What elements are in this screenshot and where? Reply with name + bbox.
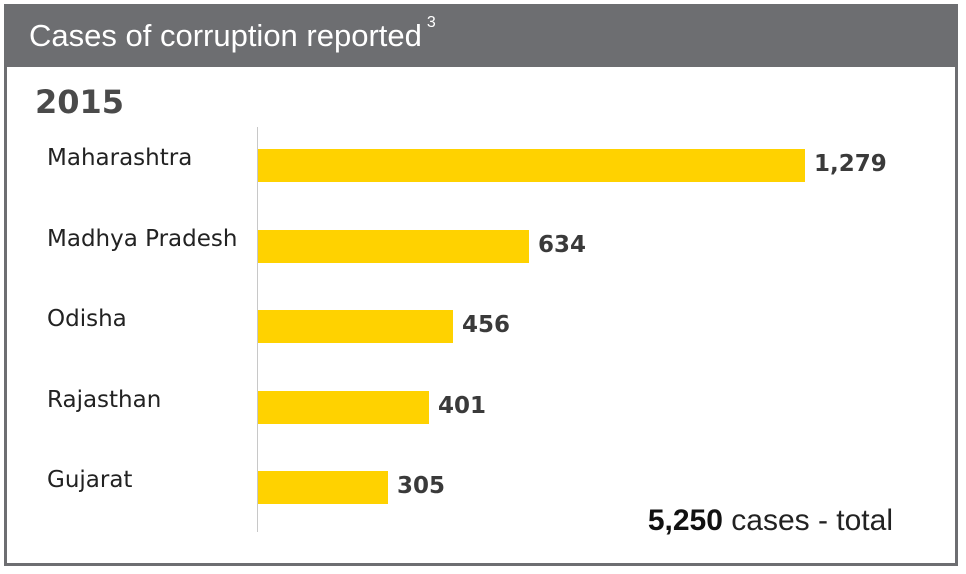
data-label: 401 [438, 392, 487, 419]
category-label: Gujarat [47, 467, 133, 493]
title-footnote: 3 [426, 14, 436, 31]
chart-header: Cases of corruption reported 3 [7, 7, 955, 67]
data-label: 305 [397, 473, 446, 499]
category-label: Maharashtra [47, 145, 193, 171]
category-label: Odisha [47, 306, 127, 332]
category-label: Rajasthan [47, 386, 162, 413]
bar [258, 390, 429, 424]
chart-title-text: Cases of corruption reported [29, 18, 422, 53]
category-label: Madhya Pradesh [47, 225, 238, 252]
total-cases-label: 5,250 cases - total [648, 504, 893, 538]
bar [258, 229, 529, 263]
data-label: 456 [462, 312, 511, 338]
bar [258, 149, 805, 182]
bar [258, 471, 388, 504]
data-label: 634 [538, 231, 587, 258]
data-label: 1,279 [814, 151, 887, 177]
chart-subtitle-year: 2015 [35, 83, 125, 121]
category-axis-line [257, 127, 258, 532]
bar [258, 310, 453, 343]
chart-title: Cases of corruption reported 3 [29, 14, 436, 54]
total-value: 5,250 [647, 504, 723, 537]
chart-frame: Cases of corruption reported 3 2015 Mahar… [4, 4, 958, 566]
total-text: cases - total [722, 504, 893, 537]
